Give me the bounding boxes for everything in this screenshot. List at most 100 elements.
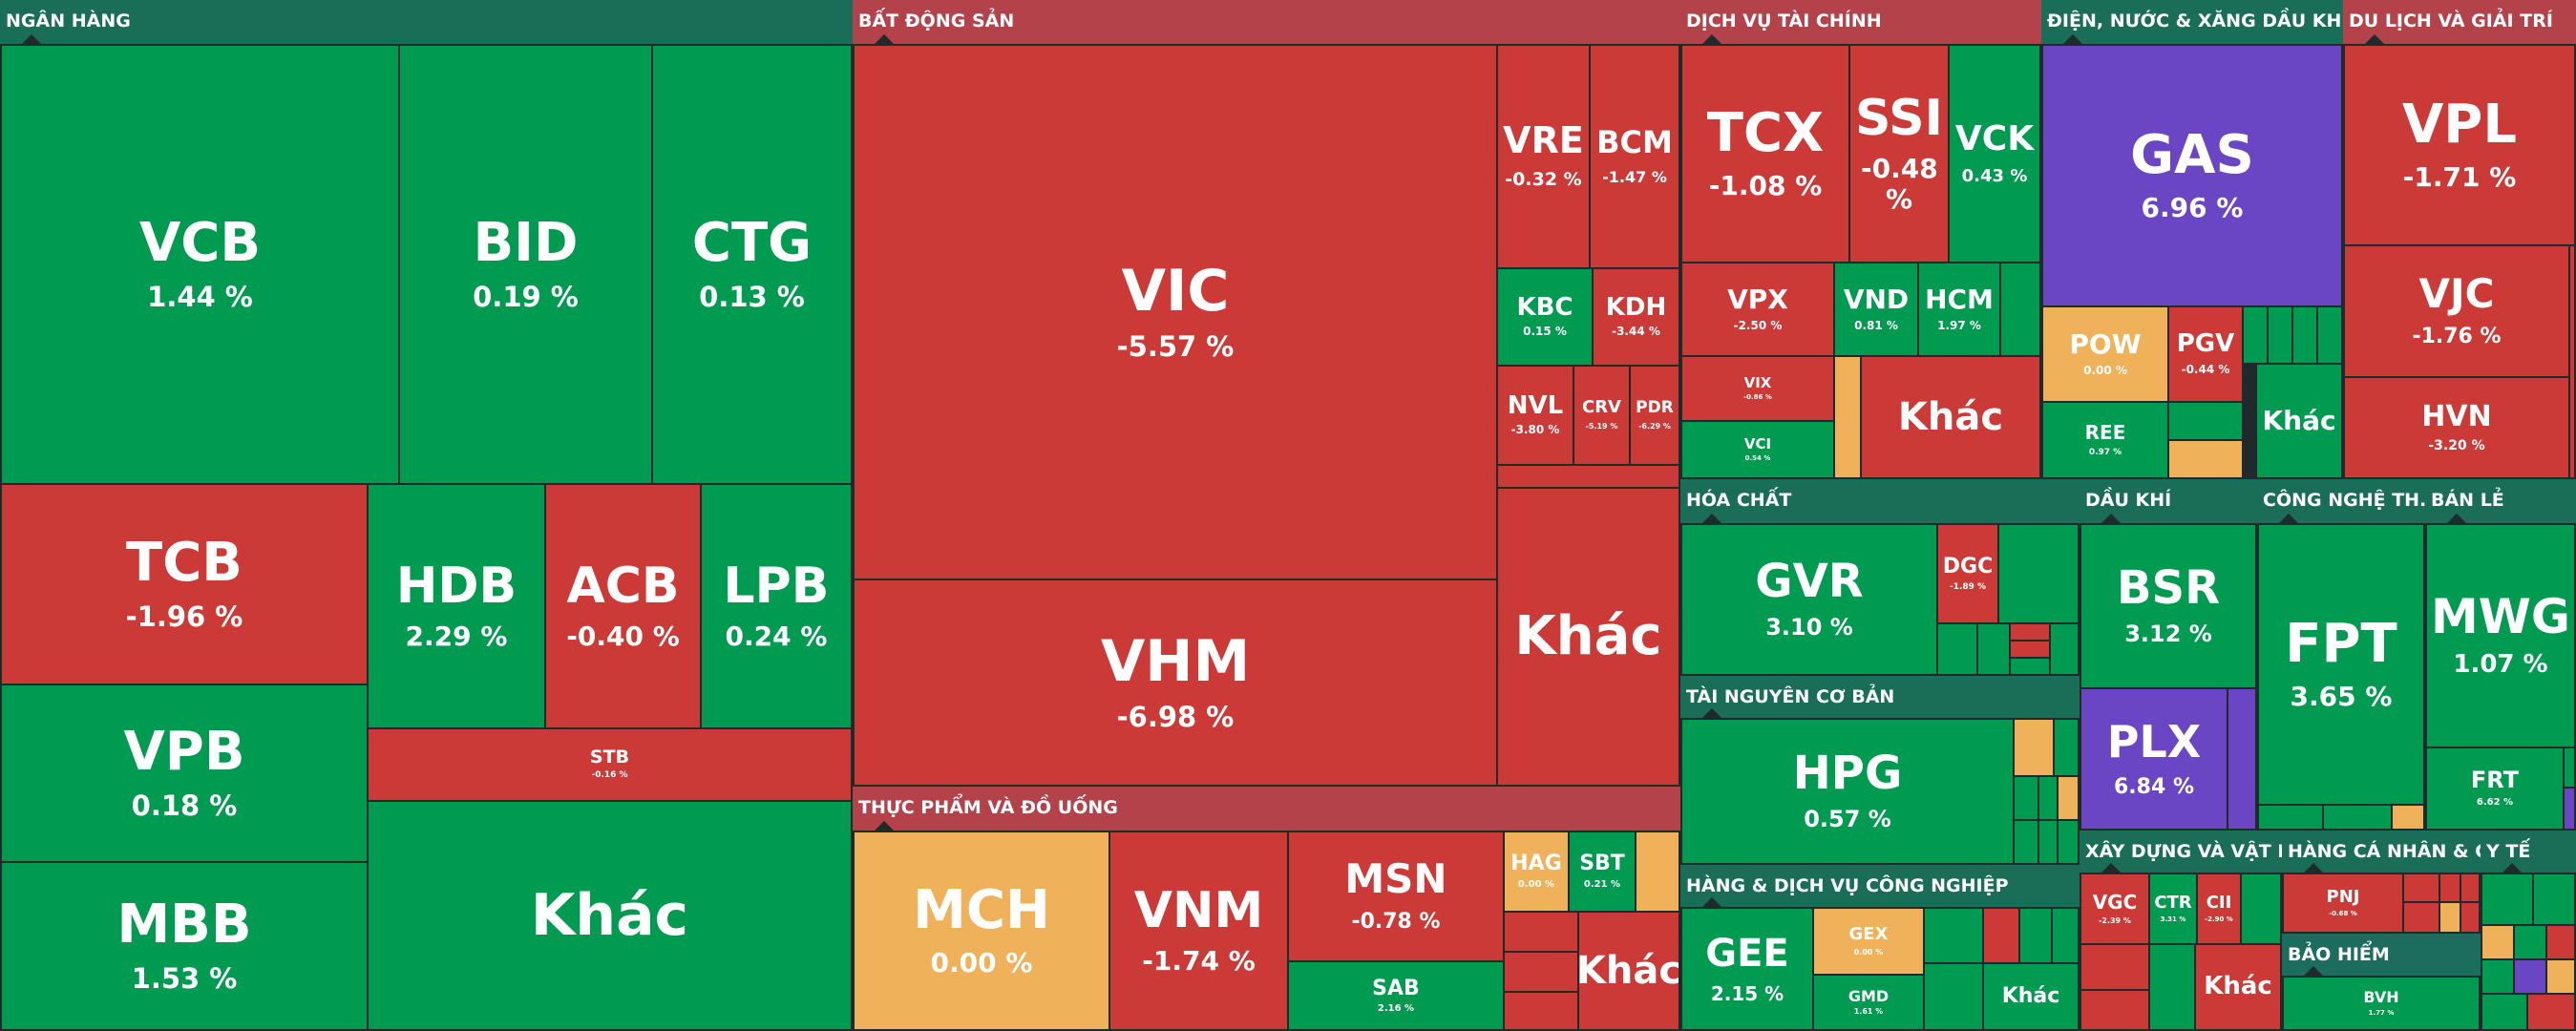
tile-ind-other[interactable]: Khác <box>1982 962 2080 1031</box>
sector-header-cong-nghe[interactable]: CÔNG NGHỆ TH... <box>2257 479 2425 523</box>
tile-food-small-4[interactable] <box>1503 991 1579 1031</box>
tile-food-small-3[interactable] <box>1503 951 1579 993</box>
sector-header-bat-dong-san[interactable]: BẤT ĐỘNG SẢN <box>853 0 1680 44</box>
tile-travel-small[interactable] <box>2568 244 2576 479</box>
sector-header-tai-nguyen[interactable]: TÀI NGUYÊN CƠ BẢN <box>1680 676 2080 718</box>
tile-util-small-3[interactable] <box>2291 305 2318 365</box>
tile-tech-small-3[interactable] <box>2391 804 2425 831</box>
tile-re-other[interactable]: Khác <box>1496 487 1680 787</box>
tile-hpg[interactable]: HPG 0.57 % <box>1680 718 2015 865</box>
tile-vpl[interactable]: VPL -1.71 % <box>2343 44 2576 246</box>
tile-health-small-10[interactable] <box>2526 993 2576 1031</box>
tile-ctg[interactable]: CTG 0.13 % <box>651 44 853 485</box>
tile-personal-small-6[interactable] <box>2460 901 2481 934</box>
tile-gas[interactable]: GAS 6.96 % <box>2041 44 2343 307</box>
tile-vic[interactable]: VIC -5.57 % <box>853 44 1498 580</box>
tile-cons-small-4[interactable] <box>2148 943 2196 1031</box>
tile-chem-small-5[interactable] <box>2009 640 2051 659</box>
tile-bcm[interactable]: BCM -1.47 % <box>1589 44 1680 269</box>
tile-retail-small-1[interactable] <box>2563 747 2576 789</box>
tile-fin-other[interactable]: Khác <box>1860 355 2041 479</box>
tile-ind-small-3[interactable] <box>2018 907 2053 964</box>
tile-re-small[interactable] <box>1496 464 1680 489</box>
tile-kdh[interactable]: KDH -3.44 % <box>1592 267 1680 367</box>
tile-tech-small-2[interactable] <box>2322 804 2393 831</box>
tile-tech-small-1[interactable] <box>2257 804 2324 831</box>
tile-bvh[interactable]: BVH 1.77 % <box>2282 976 2481 1031</box>
tile-util-small-4[interactable] <box>2316 305 2343 365</box>
tile-hcm[interactable]: HCM 1.97 % <box>1917 262 2001 357</box>
tile-vci[interactable]: VCI 0.54 % <box>1680 420 1835 479</box>
tile-chem-small-3[interactable] <box>1976 622 2011 676</box>
tile-pdr[interactable]: PDR -6.29 % <box>1629 365 1680 466</box>
tile-chem-small-6[interactable] <box>2009 657 2051 676</box>
tile-health-small-5[interactable] <box>2545 924 2576 960</box>
tile-personal-small-3[interactable] <box>2460 873 2481 903</box>
tile-personal-small-4[interactable] <box>2402 901 2440 934</box>
tile-hvn[interactable]: HVN -3.20 % <box>2343 376 2570 479</box>
tile-fin-small-2[interactable] <box>1833 355 1862 479</box>
sector-header-du-lich[interactable]: DU LỊCH VÀ GIẢI TRÍ <box>2343 0 2576 44</box>
tile-kbc[interactable]: KBC 0.15 % <box>1496 267 1594 367</box>
sector-header-bao-hiem[interactable]: BẢO HIỂM <box>2282 934 2481 976</box>
tile-vjc[interactable]: VJC -1.76 % <box>2343 244 2570 378</box>
tile-vre[interactable]: VRE -0.32 % <box>1496 44 1591 269</box>
tile-health-small-1[interactable] <box>2481 873 2534 926</box>
tile-personal-small-2[interactable] <box>2439 873 2461 903</box>
sector-header-dich-vu-tai-chinh[interactable]: DỊCH VỤ TÀI CHÍNH <box>1680 0 2041 44</box>
tile-res-small-1[interactable] <box>2013 718 2055 777</box>
tile-chem-small-2[interactable] <box>1936 622 1978 676</box>
tile-food-small-2[interactable] <box>1503 911 1579 953</box>
sector-header-dau-khi[interactable]: DẦU KHÍ <box>2080 479 2257 523</box>
tile-hdb[interactable]: HDB 2.29 % <box>367 483 546 729</box>
tile-vhm[interactable]: VHM -6.98 % <box>853 579 1498 787</box>
tile-util-small-1[interactable] <box>2242 305 2269 365</box>
tile-vnm[interactable]: VNM -1.74 % <box>1109 831 1289 1031</box>
tile-lpb[interactable]: LPB 0.24 % <box>700 483 853 729</box>
tile-ind-small-2[interactable] <box>1982 907 2020 964</box>
tile-fpt[interactable]: FPT 3.65 % <box>2257 523 2425 806</box>
tile-bsr[interactable]: BSR 3.12 % <box>2080 523 2257 689</box>
tile-res-small-5[interactable] <box>2057 775 2080 821</box>
tile-stb[interactable]: STB -0.16 % <box>367 727 853 802</box>
tile-vpb[interactable]: VPB 0.18 % <box>0 684 369 863</box>
tile-chem-small-7[interactable] <box>2049 622 2080 676</box>
tile-personal-small-5[interactable] <box>2439 901 2461 934</box>
tile-vgc[interactable]: VGC -2.39 % <box>2080 873 2150 945</box>
tile-health-small-9[interactable] <box>2481 993 2528 1031</box>
tile-vnd[interactable]: VND 0.81 % <box>1833 262 1919 357</box>
tile-res-small-4[interactable] <box>2038 775 2059 821</box>
tile-bid[interactable]: BID 0.19 % <box>398 44 653 485</box>
tile-ind-small-1[interactable] <box>1923 907 1984 964</box>
tile-acb[interactable]: ACB -0.40 % <box>544 483 702 729</box>
tile-retail-small-2[interactable] <box>2563 787 2576 831</box>
tile-ssi[interactable]: SSI -0.48 % <box>1848 44 1950 263</box>
tile-dgc[interactable]: DGC -1.89 % <box>1936 523 1999 624</box>
tile-health-small-4[interactable] <box>2513 924 2547 960</box>
tile-chem-small-4[interactable] <box>2009 622 2051 642</box>
tile-pow[interactable]: POW 0.00 % <box>2041 305 2169 403</box>
tile-res-small-6[interactable] <box>2013 819 2039 865</box>
tile-crv[interactable]: CRV -5.19 % <box>1573 365 1631 466</box>
sector-header-hang-ca-nhan[interactable]: HÀNG CÁ NHÂN & G... <box>2282 831 2481 873</box>
tile-cii[interactable]: CII -2.90 % <box>2196 873 2242 945</box>
tile-nvl[interactable]: NVL -3.80 % <box>1496 365 1574 466</box>
tile-res-small-2[interactable] <box>2053 718 2080 777</box>
tile-food-other[interactable]: Khác <box>1577 911 1680 1031</box>
tile-mwg[interactable]: MWG 1.07 % <box>2425 523 2576 748</box>
tile-pnj[interactable]: PNJ -0.68 % <box>2282 873 2404 934</box>
tile-mbb[interactable]: MBB 1.53 % <box>0 861 369 1031</box>
sector-header-ngan-hang[interactable]: NGÂN HÀNG <box>0 0 853 44</box>
tile-gee[interactable]: GEE 2.15 % <box>1680 907 1814 1031</box>
tile-cons-small-3[interactable] <box>2080 989 2150 1031</box>
sector-header-y-te[interactable]: Y TẾ <box>2481 831 2576 873</box>
tile-res-small-3[interactable] <box>2013 775 2039 821</box>
tile-health-small-7[interactable] <box>2513 958 2547 995</box>
tile-frt[interactable]: FRT 6.62 % <box>2425 747 2565 831</box>
tile-vpx[interactable]: VPX -2.50 % <box>1680 262 1835 357</box>
tile-plx[interactable]: PLX 6.84 % <box>2080 687 2228 831</box>
tile-msn[interactable]: MSN -0.78 % <box>1287 831 1505 962</box>
tile-health-small-3[interactable] <box>2481 924 2515 960</box>
tile-sbt[interactable]: SBT 0.21 % <box>1568 831 1636 913</box>
tile-vck[interactable]: VCK 0.43 % <box>1948 44 2041 263</box>
